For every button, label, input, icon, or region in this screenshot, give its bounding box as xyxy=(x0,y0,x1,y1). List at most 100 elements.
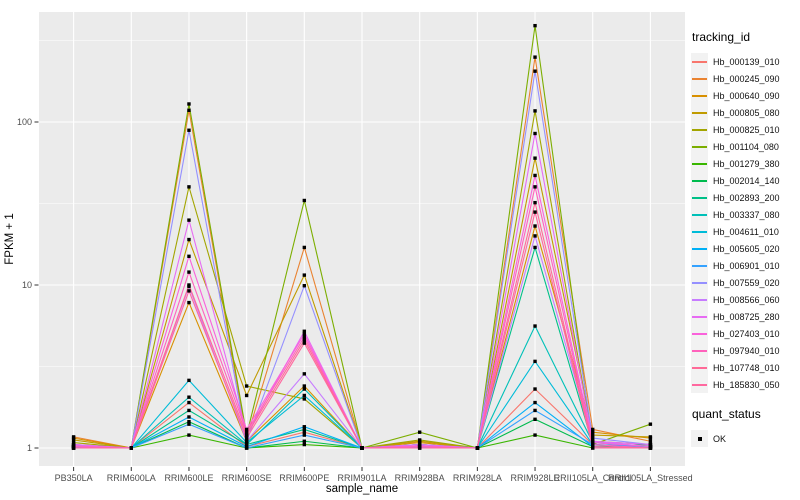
legend-key-swatch xyxy=(691,291,708,308)
data-point xyxy=(302,393,307,398)
data-point xyxy=(591,436,595,440)
legend-panel: tracking_id Hb_000139_010 Hb_000245_090 Hb… xyxy=(691,30,799,447)
data-point xyxy=(533,324,537,328)
x-tick-label: RRIM928LE xyxy=(511,473,560,483)
legend-key-line xyxy=(692,213,707,216)
legend-key-line xyxy=(692,247,707,250)
legend-key-line xyxy=(692,196,707,199)
y-tick-label: 100 xyxy=(17,117,32,127)
legend-item-label: Hb_001279_380 xyxy=(713,158,780,169)
data-point xyxy=(417,438,422,442)
data-point xyxy=(533,359,537,364)
x-tick-label: RRIM901LA xyxy=(337,473,386,483)
data-point xyxy=(71,446,76,450)
data-point xyxy=(71,440,76,445)
data-point xyxy=(302,338,307,342)
legend-key-line xyxy=(692,162,707,165)
legend-key-line xyxy=(692,179,707,182)
data-point xyxy=(417,430,422,434)
legend-item: Hb_000805_080 xyxy=(691,104,799,121)
legend-item: Hb_107748_010 xyxy=(691,359,799,376)
plot-area: PB350LA RRIM600LA RRIM600LE RRIM600SE RRIM60… xyxy=(17,12,693,483)
data-point xyxy=(591,442,595,447)
legend-quant-status: quant_status OK xyxy=(691,407,799,447)
data-point xyxy=(533,55,537,59)
data-point xyxy=(302,332,307,336)
legend-item: Hb_004611_010 xyxy=(691,223,799,240)
x-tick-label: RRII105LA_Control xyxy=(554,473,632,483)
data-point xyxy=(533,131,537,136)
x-tick-label: RRIM600LE xyxy=(164,473,213,483)
data-point xyxy=(360,446,364,450)
data-point xyxy=(187,237,191,242)
data-point xyxy=(302,372,307,376)
data-point xyxy=(187,102,191,106)
data-point xyxy=(302,284,307,288)
legend-item: Hb_003337_080 xyxy=(691,206,799,223)
data-point xyxy=(302,427,307,432)
legend-item-label: Hb_007559_020 xyxy=(713,277,780,288)
data-point xyxy=(244,430,249,434)
legend-key-swatch xyxy=(691,70,708,87)
data-point xyxy=(591,430,595,434)
legend-key-line xyxy=(692,383,707,386)
legend-key-line xyxy=(692,315,707,318)
data-point xyxy=(533,417,537,421)
data-point xyxy=(187,415,191,419)
legend-item: Hb_006901_010 xyxy=(691,257,799,274)
data-point xyxy=(533,400,537,405)
data-point xyxy=(533,408,537,413)
data-point xyxy=(591,446,595,450)
legend-tracking-id: Hb_000139_010 Hb_000245_090 Hb_000640_090 H… xyxy=(691,53,799,393)
data-point xyxy=(302,425,307,429)
legend-item: Hb_002893_200 xyxy=(691,189,799,206)
legend-key-line xyxy=(692,349,707,352)
data-point xyxy=(533,109,537,113)
data-point xyxy=(187,300,191,305)
data-point xyxy=(244,393,249,398)
legend-item: Hb_027403_010 xyxy=(691,325,799,342)
legend-key-swatch xyxy=(691,359,708,376)
legend-quant-status-title: quant_status xyxy=(692,407,761,421)
legend-key-line xyxy=(692,332,707,335)
legend-tracking-id-title: tracking_id xyxy=(692,30,751,44)
data-point xyxy=(533,433,537,437)
data-point xyxy=(302,198,307,203)
legend-item-label: Hb_005605_020 xyxy=(713,243,780,254)
data-point xyxy=(533,210,537,214)
legend-item: Hb_097940_010 xyxy=(691,342,799,359)
y-tick-label: 10 xyxy=(22,280,32,290)
data-point xyxy=(244,436,249,440)
data-point xyxy=(244,446,249,450)
legend-item-label: Hb_001104_080 xyxy=(713,141,779,152)
x-tick-label: RRIM600SE xyxy=(222,473,272,483)
data-point xyxy=(244,439,249,443)
legend-item-label: Hb_027403_010 xyxy=(713,328,780,339)
legend-item-label: Hb_000139_010 xyxy=(713,56,780,67)
legend-item-label: Hb_000805_080 xyxy=(713,107,780,118)
data-point xyxy=(648,435,653,439)
data-point xyxy=(302,442,307,447)
legend-item: Hb_000139_010 xyxy=(691,53,799,70)
legend-key-swatch xyxy=(691,240,708,257)
x-tick-label: PB350LA xyxy=(55,473,93,483)
data-point xyxy=(187,289,191,293)
x-tick-label: RRIM928LA xyxy=(453,473,502,483)
data-point xyxy=(244,427,249,432)
data-point xyxy=(71,436,76,440)
data-point xyxy=(648,446,653,450)
legend-key-swatch xyxy=(691,308,708,325)
data-point xyxy=(244,384,249,388)
legend-item: Hb_008566_060 xyxy=(691,291,799,308)
x-tick-label: RRII105LA_Stressed xyxy=(608,473,693,483)
square-point-icon xyxy=(697,436,702,441)
legend-key-swatch xyxy=(691,257,708,274)
data-point xyxy=(533,23,537,28)
legend-key-line xyxy=(692,281,707,284)
data-point xyxy=(187,422,191,426)
data-point xyxy=(187,218,191,222)
legend-item-label: Hb_185830_050 xyxy=(713,379,780,390)
legend-item: OK xyxy=(691,430,799,447)
legend-item-label: Hb_004611_010 xyxy=(713,226,779,237)
